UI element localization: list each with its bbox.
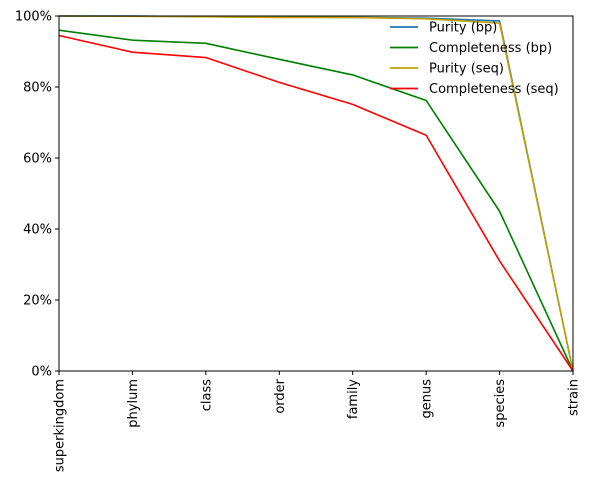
series-3	[58, 34, 574, 372]
legend-item: Purity (seq)	[390, 62, 504, 77]
x-tick-label: species	[493, 379, 508, 428]
series-line	[58, 29, 574, 372]
y-tick-label: 60%	[23, 152, 52, 167]
legend-label: Completeness (seq)	[429, 82, 559, 97]
plot-frame	[58, 15, 574, 372]
y-tick-label: 20%	[23, 294, 52, 309]
legend-label: Purity (bp)	[429, 21, 497, 36]
legend-label: Purity (seq)	[429, 62, 504, 77]
y-axis: 0% 20% 40% 60% 80% 100%	[15, 10, 59, 380]
x-tick-label: genus	[420, 379, 435, 419]
x-tick-label: order	[273, 378, 288, 413]
x-tick-label: phylum	[126, 379, 141, 428]
x-tick-label: family	[346, 379, 361, 419]
x-tick-label: superkingdom	[53, 379, 68, 472]
legend-item: Purity (bp)	[390, 21, 497, 36]
series-line	[58, 34, 574, 372]
legend-label: Completeness (bp)	[429, 41, 552, 56]
x-tick-label: strain	[567, 379, 582, 416]
series-1	[58, 29, 574, 372]
legend-item: Completeness (seq)	[390, 82, 559, 97]
legend: Purity (bp) Completeness (bp) Purity (seq)…	[390, 21, 559, 97]
y-tick-label: 0%	[31, 365, 52, 380]
y-tick-label: 40%	[23, 223, 52, 238]
y-tick-label: 80%	[23, 81, 52, 96]
x-tick-label: class	[199, 379, 214, 411]
legend-item: Completeness (bp)	[390, 41, 552, 56]
y-tick-label: 100%	[15, 10, 52, 25]
x-axis: superkingdom phylum class order family genus s…	[53, 371, 582, 472]
